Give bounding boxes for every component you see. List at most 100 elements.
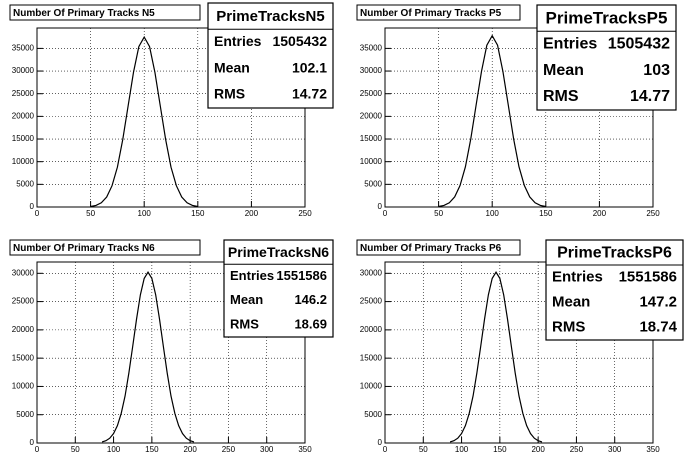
title-box xyxy=(356,239,521,256)
x-tick-label: 100 xyxy=(138,209,152,218)
y-tick-label: 20000 xyxy=(360,325,383,334)
y-tick-label: 15000 xyxy=(360,134,383,143)
y-tick-label: 20000 xyxy=(12,325,35,334)
y-tick-label: 25000 xyxy=(12,89,35,98)
x-tick-label: 100 xyxy=(455,445,469,454)
y-tick-label: 30000 xyxy=(12,66,35,75)
y-tick-label: 30000 xyxy=(360,66,383,75)
stats-title: PrimeTracksN5 xyxy=(216,8,324,25)
y-tick-label: 30000 xyxy=(12,268,35,277)
y-tick-label: 5000 xyxy=(16,179,34,188)
stats-label: Mean xyxy=(230,292,263,307)
stats-value: 1551586 xyxy=(619,268,677,285)
x-tick-label: 200 xyxy=(183,445,197,454)
x-tick-label: 150 xyxy=(539,209,553,218)
stats-label: RMS xyxy=(552,318,585,335)
stats-title: PrimeTracksP6 xyxy=(557,245,672,262)
y-tick-label: 0 xyxy=(30,202,35,211)
stats-value: 103 xyxy=(643,62,670,79)
stats-value: 14.77 xyxy=(630,88,670,105)
stats-label: Entries xyxy=(552,268,603,285)
stats-label: Entries xyxy=(214,33,262,49)
stats-value: 146.2 xyxy=(294,292,327,307)
y-tick-label: 35000 xyxy=(12,44,35,53)
title-box xyxy=(9,4,201,21)
y-tick-label: 5000 xyxy=(364,410,382,419)
x-tick-label: 250 xyxy=(298,209,312,218)
y-tick-label: 0 xyxy=(378,202,383,211)
x-tick-label: 50 xyxy=(419,445,428,454)
y-tick-label: 25000 xyxy=(360,89,383,98)
y-tick-label: 5000 xyxy=(364,179,382,188)
x-tick-label: 150 xyxy=(145,445,159,454)
stats-value: 147.2 xyxy=(639,293,677,310)
x-tick-label: 200 xyxy=(593,209,607,218)
stats-box xyxy=(207,2,334,109)
x-tick-label: 300 xyxy=(260,445,274,454)
stats-label: Mean xyxy=(543,62,584,79)
y-tick-label: 10000 xyxy=(12,382,35,391)
y-tick-label: 15000 xyxy=(360,353,383,362)
stats-label: Mean xyxy=(552,293,590,310)
stats-box xyxy=(223,239,334,338)
x-tick-label: 0 xyxy=(35,209,40,218)
stats-box xyxy=(536,4,677,111)
stats-box xyxy=(545,239,684,341)
x-tick-label: 250 xyxy=(646,209,660,218)
x-tick-label: 50 xyxy=(71,445,80,454)
x-tick-label: 250 xyxy=(570,445,584,454)
title-box xyxy=(356,4,521,21)
y-tick-label: 25000 xyxy=(360,297,383,306)
x-tick-label: 50 xyxy=(434,209,443,218)
chart-title: Number Of Primary Tracks N5 xyxy=(13,8,155,19)
x-tick-label: 200 xyxy=(245,209,259,218)
x-tick-label: 100 xyxy=(107,445,121,454)
stats-label: Mean xyxy=(214,59,250,75)
y-tick-label: 10000 xyxy=(360,157,383,166)
chart-title: Number Of Primary Tracks P5 xyxy=(360,8,502,19)
x-tick-label: 250 xyxy=(222,445,236,454)
x-tick-label: 0 xyxy=(383,445,388,454)
stats-label: RMS xyxy=(543,88,579,105)
chart-title: Number Of Primary Tracks P6 xyxy=(360,243,502,254)
y-tick-label: 0 xyxy=(30,438,35,447)
x-tick-label: 350 xyxy=(298,445,312,454)
title-box xyxy=(9,239,201,256)
y-tick-label: 0 xyxy=(378,438,383,447)
histogram-line xyxy=(449,271,543,443)
histogram-line xyxy=(101,271,195,443)
x-tick-label: 0 xyxy=(383,209,388,218)
stats-value: 1505432 xyxy=(608,36,670,53)
x-tick-label: 200 xyxy=(531,445,545,454)
y-tick-label: 15000 xyxy=(12,134,35,143)
chart-title: Number Of Primary Tracks N6 xyxy=(13,243,155,254)
y-tick-label: 15000 xyxy=(12,353,35,362)
y-tick-label: 10000 xyxy=(360,382,383,391)
y-tick-label: 5000 xyxy=(16,410,34,419)
stats-label: Entries xyxy=(543,36,597,53)
x-tick-label: 100 xyxy=(486,209,500,218)
y-tick-label: 10000 xyxy=(12,157,35,166)
y-tick-label: 35000 xyxy=(360,44,383,53)
y-tick-label: 20000 xyxy=(12,111,35,120)
stats-value: 1551586 xyxy=(276,268,327,283)
y-tick-label: 25000 xyxy=(12,297,35,306)
x-tick-label: 0 xyxy=(35,445,40,454)
stats-title: PrimeTracksN6 xyxy=(228,244,329,260)
y-tick-label: 30000 xyxy=(360,268,383,277)
stats-label: RMS xyxy=(230,316,259,331)
stats-value: 18.74 xyxy=(639,318,677,335)
x-tick-label: 50 xyxy=(86,209,95,218)
x-tick-label: 150 xyxy=(191,209,205,218)
x-tick-label: 350 xyxy=(646,445,660,454)
stats-label: RMS xyxy=(214,86,245,102)
stats-value: 102.1 xyxy=(292,59,327,75)
x-tick-label: 150 xyxy=(493,445,507,454)
stats-value: 18.69 xyxy=(294,316,327,331)
stats-label: Entries xyxy=(230,268,274,283)
stats-value: 1505432 xyxy=(272,33,327,49)
stats-value: 14.72 xyxy=(292,86,327,102)
x-tick-label: 300 xyxy=(608,445,622,454)
y-tick-label: 20000 xyxy=(360,111,383,120)
histogram-line xyxy=(438,34,546,208)
